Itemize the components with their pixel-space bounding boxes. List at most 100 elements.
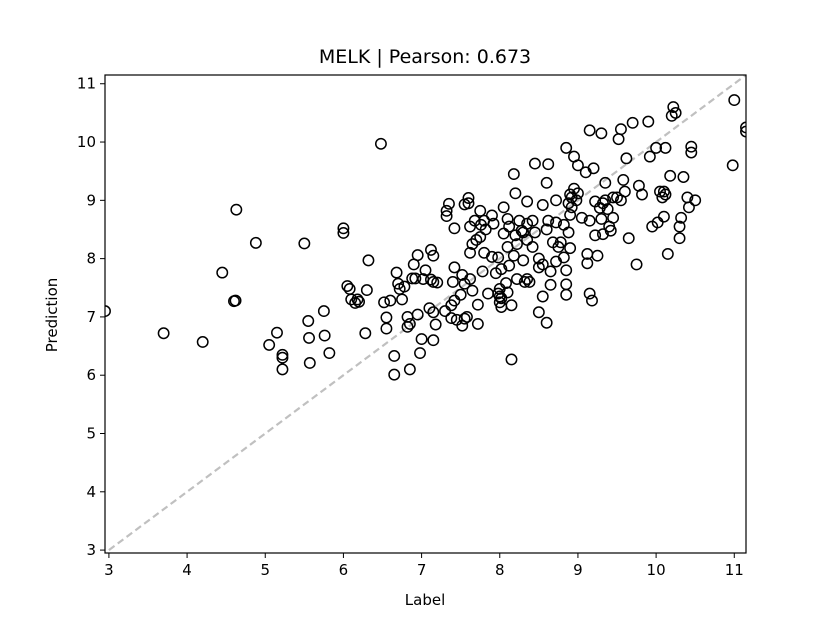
data-point: [586, 294, 598, 307]
data-point: [497, 201, 510, 214]
data-point: [351, 293, 364, 306]
data-point: [429, 318, 442, 331]
data-point: [542, 214, 555, 227]
data-point: [464, 273, 477, 285]
x-tick-label: 3: [104, 561, 114, 579]
data-point: [443, 197, 455, 210]
data-point: [353, 295, 365, 308]
data-point: [685, 140, 698, 153]
data-point: [673, 220, 686, 233]
data-point: [384, 294, 397, 307]
data-point: [540, 316, 553, 329]
data-point: [604, 224, 617, 237]
data-point: [583, 287, 596, 300]
data-point: [462, 197, 475, 210]
data-point: [501, 213, 514, 225]
data-point: [388, 350, 401, 362]
data-point: [423, 302, 436, 315]
data-point: [403, 363, 416, 376]
data-point: [323, 347, 336, 360]
data-point: [617, 173, 630, 186]
data-point: [550, 194, 562, 207]
data-point: [501, 286, 514, 299]
data-point: [302, 315, 315, 327]
data-point: [411, 308, 424, 321]
y-tick-label: 10: [77, 133, 96, 151]
data-point: [620, 152, 633, 165]
data-point: [276, 351, 289, 364]
data-point: [589, 229, 602, 242]
data-point: [657, 210, 670, 223]
data-point: [607, 211, 620, 224]
data-point: [511, 238, 523, 251]
data-point: [564, 242, 577, 255]
data-point: [595, 213, 608, 225]
data-point: [728, 94, 741, 107]
data-point: [398, 280, 411, 293]
x-axis-label: Label: [405, 591, 445, 609]
data-point: [446, 275, 459, 288]
data-point: [360, 284, 373, 297]
data-point: [636, 188, 648, 201]
data-point: [669, 106, 682, 119]
y-tick-label: 6: [86, 366, 96, 384]
data-point: [414, 347, 426, 360]
x-tick-label: 10: [647, 561, 666, 579]
data-point: [380, 322, 393, 335]
data-point: [517, 254, 530, 267]
data-point: [664, 169, 677, 182]
data-point: [445, 312, 458, 325]
x-tick-label: 7: [417, 561, 427, 579]
data-point: [403, 317, 416, 330]
data-point: [298, 237, 311, 250]
plot-area: 3 4 5 6 7 8 9 10 11 3 4 5 6 7 8 9 10 11: [77, 74, 747, 579]
data-point: [536, 199, 549, 211]
data-point: [682, 201, 695, 214]
data-point: [464, 246, 477, 259]
data-point: [448, 261, 461, 274]
data-point: [440, 210, 453, 223]
data-point: [468, 214, 481, 227]
data-point: [685, 146, 698, 159]
data-point: [345, 293, 358, 306]
data-point: [431, 276, 444, 289]
data-point: [659, 188, 672, 201]
data-point: [626, 116, 639, 129]
data-point: [401, 320, 414, 333]
data-point: [536, 258, 549, 271]
data-point: [505, 299, 518, 312]
data-point: [229, 294, 242, 307]
data-point: [581, 257, 594, 270]
data-point: [396, 293, 408, 306]
data-point: [196, 336, 209, 348]
plot-marks: [105, 75, 746, 551]
data-point: [337, 227, 350, 239]
data-point: [554, 236, 567, 249]
data-point: [476, 265, 489, 278]
data-point: [675, 211, 688, 224]
x-tick-label: 6: [339, 561, 349, 579]
data-point: [471, 317, 484, 330]
data-point: [597, 228, 609, 241]
data-point: [550, 216, 562, 229]
data-point: [523, 275, 536, 288]
data-point: [454, 288, 467, 301]
y-tick-label: 11: [77, 75, 96, 93]
data-point: [599, 176, 612, 189]
data-point: [677, 171, 690, 183]
y-tick-label: 9: [86, 191, 96, 209]
x-tick-label: 11: [725, 561, 744, 579]
data-point: [528, 157, 541, 170]
data-point: [575, 211, 588, 224]
data-point: [557, 251, 570, 264]
y-tick-label: 3: [86, 541, 96, 559]
data-point: [540, 223, 553, 236]
data-point: [503, 220, 516, 233]
data-point: [542, 158, 555, 171]
data-point: [583, 214, 596, 227]
data-point: [570, 194, 583, 207]
data-point: [487, 217, 500, 230]
data-point: [411, 249, 424, 262]
